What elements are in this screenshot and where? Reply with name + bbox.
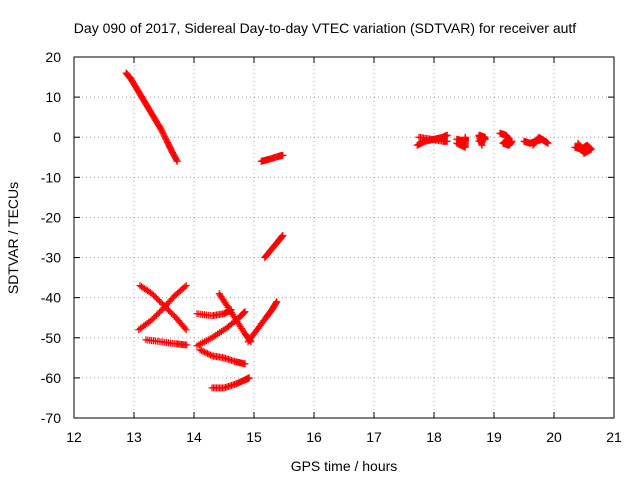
data-point: [156, 297, 163, 305]
data-point: [150, 291, 157, 299]
data-point: [279, 151, 287, 159]
tick-labels: 12 13 14 15 16 17 18 19 20 21 20 10 0 -10 -20 -30 -40 -50…: [41, 49, 622, 445]
data-point: [153, 311, 160, 319]
data-point: [169, 311, 177, 319]
y-tick-label: -10: [41, 169, 61, 185]
data-point: [151, 313, 159, 321]
data-point: [202, 349, 210, 357]
y-tick-label: 10: [45, 89, 61, 105]
data-point: [183, 341, 191, 349]
y-tick-label: 20: [45, 49, 61, 65]
data-point: [173, 157, 181, 165]
chart-title: Day 090 of 2017, Sidereal Day-to-day VTE…: [74, 20, 577, 36]
data-point: [150, 314, 157, 322]
data-point: [530, 140, 538, 148]
data-point: [240, 309, 247, 317]
data-point: [575, 140, 583, 148]
data-point: [182, 282, 190, 290]
data-point: [279, 231, 287, 239]
data-point: [207, 351, 214, 359]
x-tick-label: 18: [426, 429, 442, 445]
y-tick-label: -60: [41, 370, 61, 386]
x-tick-label: 14: [186, 429, 202, 445]
data-point: [157, 307, 165, 315]
data-point: [153, 294, 160, 302]
data-point: [196, 346, 204, 354]
data-point: [158, 127, 166, 135]
data-point: [165, 306, 172, 314]
data-point: [159, 130, 167, 138]
grid-lines: [74, 57, 614, 418]
y-tick-label: -30: [41, 250, 61, 266]
data-point: [508, 137, 516, 145]
y-tick-label: -70: [41, 410, 61, 426]
data-point: [529, 141, 537, 149]
data-point: [240, 308, 248, 316]
x-tick-label: 13: [126, 429, 142, 445]
data-point: [159, 128, 166, 136]
x-tick-label: 12: [66, 429, 82, 445]
data-point: [453, 139, 461, 147]
x-tick-label: 16: [306, 429, 322, 445]
data-point: [574, 139, 582, 147]
x-tick-label: 17: [366, 429, 382, 445]
x-tick-label: 21: [606, 429, 622, 445]
data-point: [166, 308, 174, 316]
data-point: [478, 141, 486, 149]
data-point: [154, 296, 162, 304]
data-point: [245, 374, 253, 382]
data-point: [157, 125, 165, 133]
data-point: [181, 324, 189, 332]
data-point: [443, 137, 451, 145]
y-tick-label: 0: [53, 129, 61, 145]
data-point: [156, 308, 163, 316]
data-point: [157, 299, 165, 307]
data-point: [161, 133, 169, 141]
y-axis-label: SDTVAR / TECUs: [5, 182, 21, 294]
x-tick-label: 15: [246, 429, 262, 445]
data-point: [160, 131, 168, 139]
data-point: [168, 309, 175, 317]
data-point: [198, 347, 205, 355]
y-tick-label: -50: [41, 330, 61, 346]
x-tick-label: 20: [546, 429, 562, 445]
data-point: [148, 290, 156, 298]
data-point: [241, 360, 249, 368]
data-point: [443, 131, 451, 139]
data-point: [181, 283, 189, 291]
data-point: [151, 293, 159, 301]
y-tick-label: -20: [41, 209, 61, 225]
data-point: [199, 347, 207, 355]
x-axis-label: GPS time / hours: [291, 458, 398, 474]
axis-ticks: [73, 56, 615, 419]
data-point: [201, 348, 208, 356]
data-point: [205, 350, 213, 358]
data-point: [182, 326, 190, 334]
data-points: [122, 69, 595, 392]
data-point: [162, 134, 169, 142]
data-point: [273, 298, 281, 306]
data-point: [204, 350, 211, 358]
data-point: [173, 156, 181, 164]
data-point: [154, 310, 162, 318]
data-point: [148, 316, 156, 324]
data-point: [241, 308, 249, 316]
x-tick-label: 19: [486, 429, 502, 445]
y-tick-label: -40: [41, 290, 61, 306]
plot-frame: [73, 56, 615, 419]
